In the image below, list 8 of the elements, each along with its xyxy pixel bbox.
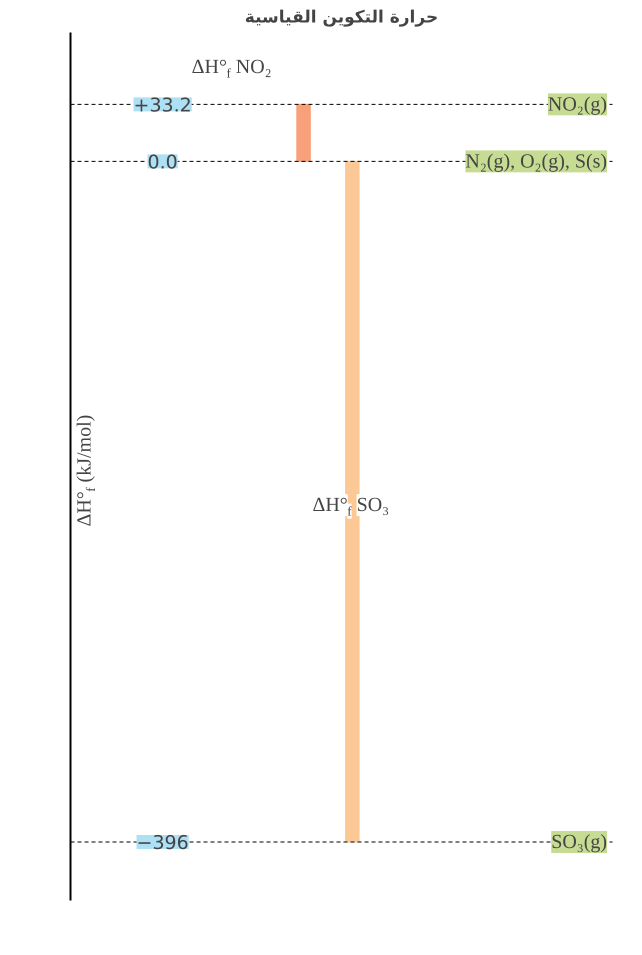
- y-axis-title: ΔH°f (kJ/mol): [74, 414, 98, 527]
- ref-line-label: SO₃(g): [551, 831, 608, 854]
- y-tick-label: +33.2: [134, 94, 192, 116]
- y-tick-label: −396: [136, 832, 189, 854]
- ref-line-label: N₂(g), O₂(g), S(s): [465, 150, 608, 172]
- ref-line-label: NO₂(g): [548, 93, 608, 116]
- y-tick-label: 0.0: [148, 151, 178, 174]
- chart-title: حرارة التكوين القياسية: [244, 8, 438, 28]
